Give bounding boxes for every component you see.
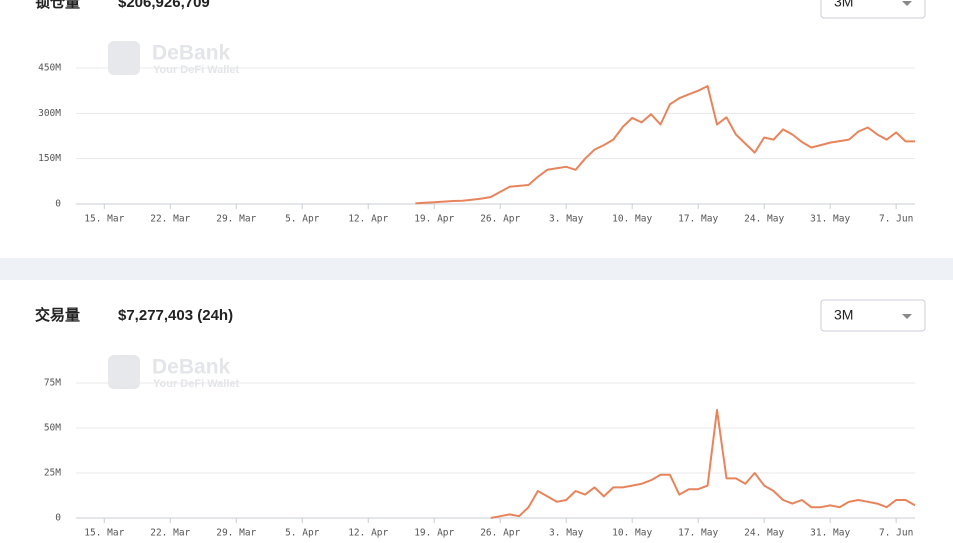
x-tick-label: 24. May [744,528,784,539]
x-tick-label: 3. May [549,214,584,225]
y-tick-label: 25M [44,468,61,479]
x-tick-label: 26. Apr [480,214,520,225]
watermark-brand: DeBank [152,42,231,65]
x-tick-label: 10. May [612,528,652,539]
x-tick-label: 17. May [678,214,718,225]
x-tick-label: 22. Mar [150,528,190,539]
y-tick-label: 450M [38,63,61,74]
x-tick-label: 31. May [810,528,850,539]
chart-value: $7,277,403 (24h) [118,307,233,324]
dropdown-arrow [902,314,912,319]
chart-title: 锁仓量 [35,0,80,11]
watermark-logo [108,355,140,389]
y-tick-label: 300M [38,108,61,119]
x-tick-label: 15. Mar [84,528,124,539]
x-tick-label: 22. Mar [150,214,190,225]
x-tick-label: 29. Mar [216,214,256,225]
range-dropdown[interactable] [820,299,926,332]
y-tick-label: 0 [55,199,61,210]
chart-value: $206,926,709 [118,0,210,11]
watermark-tagline: Your DeFi Wallet [153,64,240,76]
x-tick-label: 31. May [810,214,850,225]
line-series [490,409,916,519]
range-dropdown[interactable] [820,0,926,19]
range-label[interactable]: 3M [834,0,853,10]
x-tick-label: 12. Apr [348,528,388,539]
range-label[interactable]: 3M [834,307,853,323]
dropdown-arrow [902,1,912,6]
chart-title: 交易量 [35,306,80,324]
x-tick-label: 24. May [744,214,784,225]
x-tick-label: 3. May [549,528,584,539]
watermark-tagline: Your DeFi Wallet [153,378,240,390]
x-tick-label: 5. Apr [285,214,320,225]
x-tick-label: 12. Apr [348,214,388,225]
x-tick-label: 19. Apr [414,214,454,225]
y-tick-label: 75M [44,378,61,389]
x-tick-label: 7. Jun [879,214,913,225]
section-divider [0,258,953,280]
x-tick-label: 10. May [612,214,652,225]
x-tick-label: 17. May [678,528,718,539]
x-tick-label: 15. Mar [84,214,124,225]
x-tick-label: 29. Mar [216,528,256,539]
x-tick-label: 5. Apr [285,528,320,539]
y-tick-label: 0 [55,513,61,524]
y-tick-label: 50M [44,423,61,434]
x-tick-label: 26. Apr [480,528,520,539]
x-tick-label: 7. Jun [879,528,913,539]
line-series [415,85,915,205]
x-tick-label: 19. Apr [414,528,454,539]
watermark-brand: DeBank [152,356,231,379]
watermark-logo [108,41,140,75]
y-tick-label: 150M [38,153,61,164]
